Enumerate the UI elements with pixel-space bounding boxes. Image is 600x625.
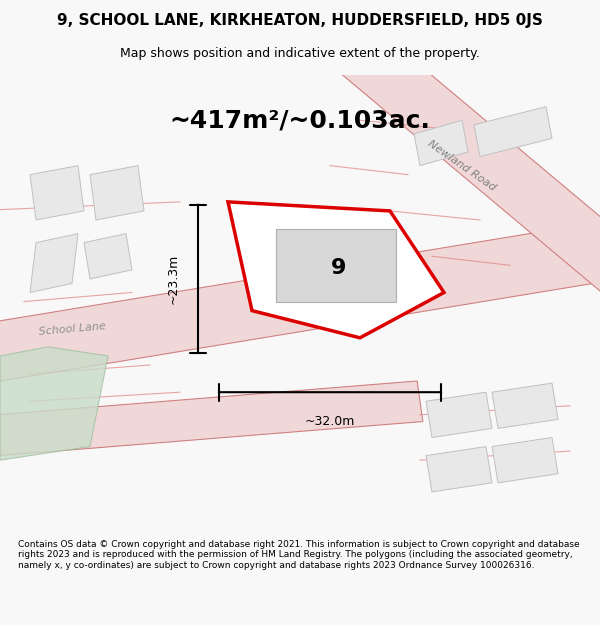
Polygon shape (414, 120, 468, 166)
Polygon shape (228, 202, 444, 338)
Polygon shape (426, 446, 492, 492)
Polygon shape (426, 392, 492, 438)
Text: School Lane: School Lane (336, 249, 408, 281)
Polygon shape (84, 234, 132, 279)
Text: School Lane: School Lane (38, 321, 106, 337)
Polygon shape (0, 381, 423, 458)
Text: 9: 9 (331, 258, 347, 278)
Polygon shape (0, 218, 600, 385)
Polygon shape (90, 166, 144, 220)
Text: ~417m²/~0.103ac.: ~417m²/~0.103ac. (170, 108, 430, 132)
Text: ~32.0m: ~32.0m (305, 415, 355, 428)
Text: ~23.3m: ~23.3m (167, 254, 180, 304)
Text: Contains OS data © Crown copyright and database right 2021. This information is : Contains OS data © Crown copyright and d… (18, 540, 580, 569)
Polygon shape (30, 166, 84, 220)
Polygon shape (474, 107, 552, 156)
Text: 9, SCHOOL LANE, KIRKHEATON, HUDDERSFIELD, HD5 0JS: 9, SCHOOL LANE, KIRKHEATON, HUDDERSFIELD… (57, 14, 543, 29)
Polygon shape (335, 36, 600, 296)
Polygon shape (492, 383, 558, 429)
Bar (276, 229, 396, 301)
Polygon shape (0, 347, 108, 460)
Polygon shape (492, 438, 558, 483)
Text: Newland Road: Newland Road (426, 139, 498, 192)
Polygon shape (30, 234, 78, 292)
Text: Map shows position and indicative extent of the property.: Map shows position and indicative extent… (120, 48, 480, 61)
